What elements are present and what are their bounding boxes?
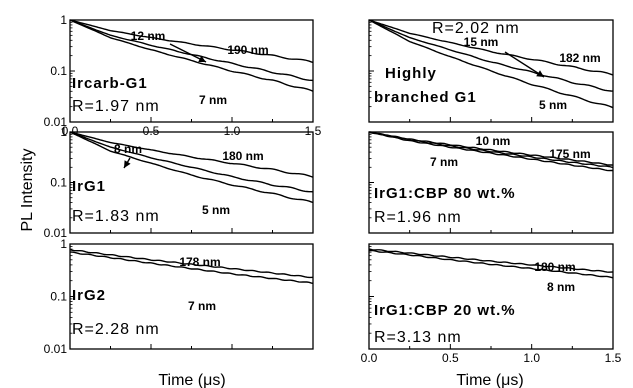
- x-tick-label: 1.5: [305, 124, 322, 138]
- series-line-182-nm: [368, 19, 614, 76]
- series-label: 15 nm: [464, 35, 499, 49]
- annotation-arrowhead: [536, 70, 544, 77]
- series-line-7-nm: [69, 19, 314, 92]
- radius-label: R=3.13 nm: [374, 329, 462, 346]
- panels-layer: 0.01 0.1 1 0.0 0.5 1.0 1.5 190 nm 12 nm 7 nm Ircar…: [44, 13, 622, 365]
- series-label: 10 nm: [476, 134, 511, 148]
- y-tick-label: 0.1: [50, 290, 67, 304]
- x-axis-label-right: Time (μs): [456, 372, 523, 388]
- series-line-7-nm: [368, 131, 613, 172]
- panel-label: IrG1: [72, 178, 106, 195]
- x-tick-label: 0.5: [143, 124, 160, 138]
- series-line-180-nm: [69, 131, 314, 178]
- panel-label: branched G1: [374, 89, 477, 106]
- y-tick-label: 0.1: [50, 176, 67, 190]
- series-label: 12 nm: [131, 29, 166, 43]
- series-line-8-nm: [69, 131, 314, 193]
- x-tick-label: 1.5: [605, 351, 622, 365]
- y-tick-label: 0.01: [44, 342, 68, 356]
- y-tick-label: 1: [60, 237, 67, 251]
- annotation-arrowhead: [198, 55, 206, 62]
- series-label: 182 nm: [559, 51, 600, 65]
- annotation-arrow: [504, 51, 545, 78]
- panel-label: Highly: [385, 65, 437, 82]
- y-tick-label: 0.1: [50, 64, 67, 78]
- series-line-178-nm: [69, 249, 314, 279]
- panel-right-bottom: 0.0 0.5 1.0 1.5 180 nm 8 nm IrG1:CBP 20 wt.% R=…: [361, 243, 622, 365]
- series-line-180-nm: [368, 248, 614, 273]
- panel-label: IrG2: [72, 287, 106, 304]
- y-tick-label: 1: [60, 13, 67, 27]
- x-axis-label-left: Time (μs): [158, 372, 225, 388]
- radius-label: R=2.28 nm: [72, 321, 160, 338]
- series-line-8-nm: [368, 249, 614, 279]
- series-line-175-nm: [368, 131, 613, 166]
- series-label: 5 nm: [202, 203, 230, 217]
- series-line-190-nm: [69, 19, 314, 64]
- radius-label: R=1.97 nm: [72, 98, 160, 115]
- panel-label: Ircarb-G1: [72, 75, 148, 92]
- series-label: 7 nm: [199, 93, 227, 107]
- x-tick-label: 0.5: [442, 351, 459, 365]
- series-label: 180 nm: [222, 149, 263, 163]
- series-line-7-nm: [70, 251, 314, 285]
- y-axis-label: PL Intensity: [19, 148, 36, 231]
- series-label: 175 nm: [549, 147, 590, 161]
- annotation-arrowhead: [124, 160, 131, 168]
- series-label: 7 nm: [430, 155, 458, 169]
- radius-label: R=1.96 nm: [374, 209, 462, 226]
- series-line-15-nm: [368, 19, 614, 92]
- panel-right-top: 182 nm 15 nm 5 nm Highly branched G1 R=2.02 n…: [368, 19, 614, 123]
- panel-label: IrG1:CBP 80 wt.%: [374, 185, 516, 202]
- series-label: 190 nm: [227, 43, 268, 57]
- y-tick-label: 1: [60, 125, 67, 139]
- y-tick-label: 0.01: [44, 226, 68, 240]
- radius-label: R=1.83 nm: [72, 208, 160, 225]
- radius-label: R=2.02 nm: [432, 20, 520, 37]
- y-tick-label: 0.01: [44, 115, 68, 129]
- x-tick-label: 0.0: [361, 351, 378, 365]
- panel-left-bottom: 0.01 0.1 1 178 nm 7 nm IrG2 R=2.28 nm: [44, 237, 314, 356]
- x-tick-label: 1.0: [523, 351, 540, 365]
- series-label: 5 nm: [539, 98, 567, 112]
- series-label: 7 nm: [188, 299, 216, 313]
- series-line-5-nm: [69, 131, 314, 204]
- x-tick-label: 1.0: [224, 124, 241, 138]
- series-label: 178 nm: [179, 255, 220, 269]
- panel-label: IrG1:CBP 20 wt.%: [374, 302, 516, 319]
- series-label: 180 nm: [534, 260, 575, 274]
- series-line-5-nm: [368, 19, 614, 109]
- panel-left-middle: 0.01 0.1 1 180 nm 8 nm 5 nm IrG1 R=1.83 nm: [44, 125, 314, 240]
- panel-right-middle: 175 nm 10 nm 7 nm IrG1:CBP 80 wt.% R=1.96 nm: [368, 131, 614, 234]
- series-label: 8 nm: [114, 142, 142, 156]
- series-label: 8 nm: [547, 280, 575, 294]
